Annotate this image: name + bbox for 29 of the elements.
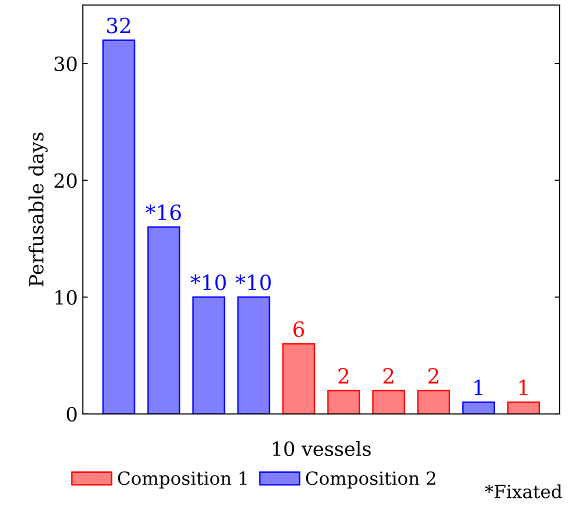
data-label: 1 (520, 380, 528, 396)
data-label: 1 (474, 380, 482, 396)
data-label: *10 (236, 274, 271, 290)
bar (327, 390, 360, 414)
text: *Fixated (484, 484, 562, 498)
y-tick-label: 10 (56, 290, 77, 305)
bar (372, 390, 406, 414)
y-tick-label: 0 (66, 406, 77, 422)
legend-label: Composition 2 (306, 471, 436, 489)
bar (507, 402, 540, 414)
y-tick-label: 30 (54, 56, 77, 72)
bar (462, 402, 496, 414)
data-label: *10 (190, 274, 226, 290)
data-label: 2 (383, 368, 394, 384)
x-axis-title: 10 vessels (273, 440, 371, 456)
bar (417, 390, 450, 414)
bar (147, 226, 180, 414)
y-tick-label: 20 (54, 173, 77, 188)
bar (192, 296, 226, 414)
data-label: *16 (146, 204, 181, 220)
legend-label: Composition 1 (118, 471, 246, 489)
data-label: 2 (428, 368, 438, 384)
bar (102, 39, 136, 414)
data-label: 32 (107, 18, 130, 34)
bar (237, 296, 270, 414)
y-axis-title: Perfusable days (28, 132, 48, 286)
bar (282, 343, 316, 414)
data-label: 2 (338, 368, 348, 384)
data-label: 6 (293, 321, 304, 338)
